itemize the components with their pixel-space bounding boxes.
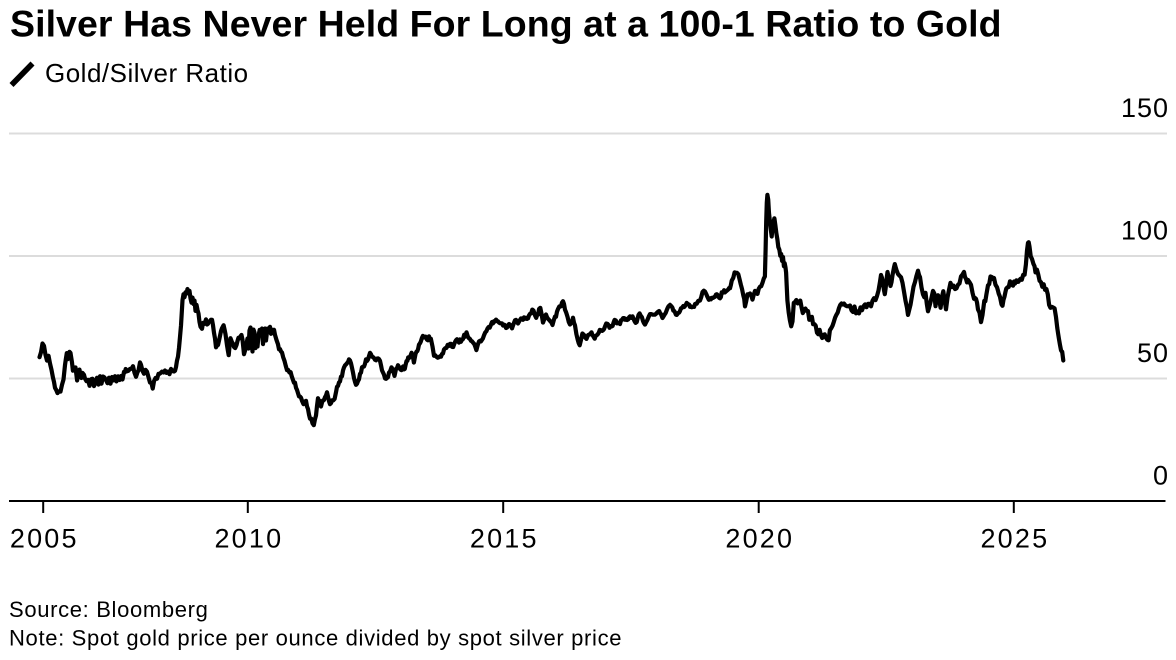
- svg-text:Source: Bloomberg: Source: Bloomberg: [9, 597, 209, 622]
- svg-text:2020: 2020: [725, 524, 794, 554]
- svg-text:2005: 2005: [10, 524, 79, 554]
- svg-text:100: 100: [1121, 216, 1169, 246]
- svg-text:Note: Spot gold price per ounc: Note: Spot gold price per ounce divided …: [9, 626, 622, 651]
- svg-text:2025: 2025: [980, 524, 1049, 554]
- svg-text:Gold/Silver Ratio: Gold/Silver Ratio: [45, 58, 249, 88]
- svg-text:50: 50: [1137, 338, 1169, 368]
- svg-text:150: 150: [1121, 93, 1169, 123]
- svg-text:2010: 2010: [214, 524, 283, 554]
- svg-text:2015: 2015: [470, 524, 539, 554]
- svg-text:0: 0: [1153, 461, 1169, 491]
- svg-text:Silver Has Never Held For Long: Silver Has Never Held For Long at a 100-…: [10, 3, 1002, 45]
